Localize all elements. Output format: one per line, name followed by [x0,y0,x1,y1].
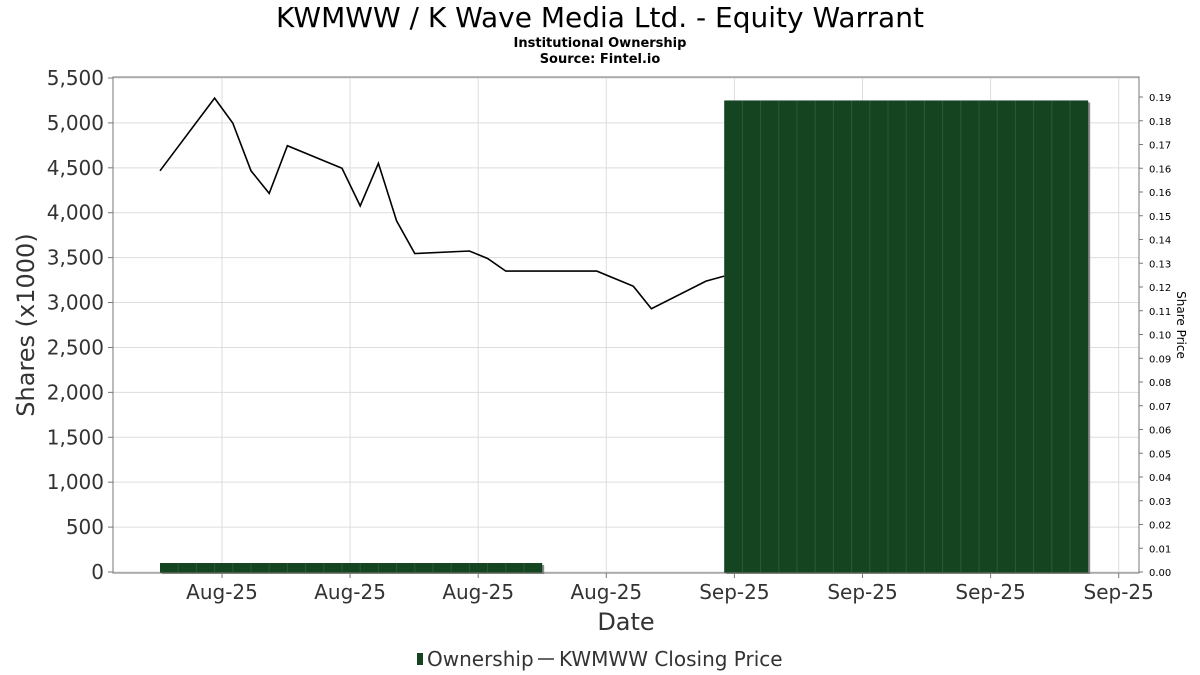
x-tick-label: Sep-25 [1084,580,1154,604]
y-tick-label: 0 [91,560,104,584]
ownership-bars [160,100,1091,575]
y-axis-ticks: 0 500 1,000 1,500 2,000 2,500 3,000 3,500 4,000 4… [47,66,113,584]
y2-tick-label: 0.04 [1149,473,1171,484]
y2-tick-label: 0.14 [1149,236,1171,247]
x-tick-label: Aug-25 [314,580,386,604]
y2-tick-label: 0.07 [1149,402,1171,413]
price-series-line [159,96,725,310]
y2-tick-label: 0.16 [1149,164,1171,175]
y2-tick-label: 0.18 [1149,117,1171,128]
price-line [159,96,725,310]
y-tick-label: 1,500 [47,425,104,449]
y-tick-label: 2,000 [47,380,104,404]
x-tick-label: Sep-25 [699,580,769,604]
y-tick-label: 4,000 [47,201,104,225]
y-tick-label: 500 [66,515,104,539]
y-tick-label: 1,000 [47,470,104,494]
y2-tick-label: 0.15 [1149,212,1171,223]
y2-axis-label: Share Price [1174,291,1188,359]
y2-axis-ticks: 0.00 0.01 0.02 0.03 0.04 0.05 0.06 0.07 0.08 0.09… [1139,93,1171,579]
y-tick-label: 5,500 [47,66,104,90]
y-tick-label: 4,500 [47,156,104,180]
x-axis-ticks: Aug-25 Aug-25 Aug-25 Aug-25 Sep-25 Sep-25 Sep-… [186,573,1154,604]
chart-subtitle: Institutional Ownership [514,36,687,51]
y2-tick-label: 0.12 [1149,283,1171,294]
legend-ownership-swatch [417,653,423,665]
y-axis-label: Shares (x1000) [12,233,40,416]
y2-tick-label: 0.05 [1149,449,1171,460]
y2-tick-label: 0.06 [1149,426,1171,437]
y-tick-label: 2,500 [47,335,104,359]
y2-tick-label: 0.13 [1149,259,1171,270]
chart-source: Source: Fintel.io [540,52,661,67]
y-tick-label: 3,000 [47,291,104,315]
y-tick-label: 3,500 [47,246,104,270]
y2-tick-label: 0.16 [1149,188,1171,199]
y2-tick-label: 0.17 [1149,141,1171,152]
legend-ownership-label: Ownership [427,647,534,671]
x-tick-label: Aug-25 [186,580,258,604]
ownership-bar [160,563,543,573]
plot-area-frame [112,76,1140,574]
x-tick-label: Sep-25 [827,580,897,604]
y2-tick-label: 0.11 [1149,307,1171,318]
legend-price-label: KWMWW Closing Price [559,647,783,671]
y2-tick-label: 0.08 [1149,378,1171,389]
x-tick-label: Sep-25 [955,580,1025,604]
y2-tick-label: 0.03 [1149,497,1171,508]
y2-tick-label: 0.02 [1149,521,1171,532]
x-axis-label: Date [597,608,654,636]
y-tick-label: 5,000 [47,111,104,135]
x-tick-label: Aug-25 [442,580,514,604]
legend: Ownership KWMWW Closing Price [417,647,783,671]
y2-tick-label: 0.09 [1149,354,1171,365]
x-tick-label: Aug-25 [570,580,642,604]
y2-tick-label: 0.19 [1149,93,1171,104]
y2-tick-label: 0.01 [1149,544,1171,555]
y2-tick-label: 0.00 [1149,568,1171,579]
y2-tick-label: 0.10 [1149,331,1171,342]
chart-title: KWMWW / K Wave Media Ltd. - Equity Warra… [276,1,924,34]
